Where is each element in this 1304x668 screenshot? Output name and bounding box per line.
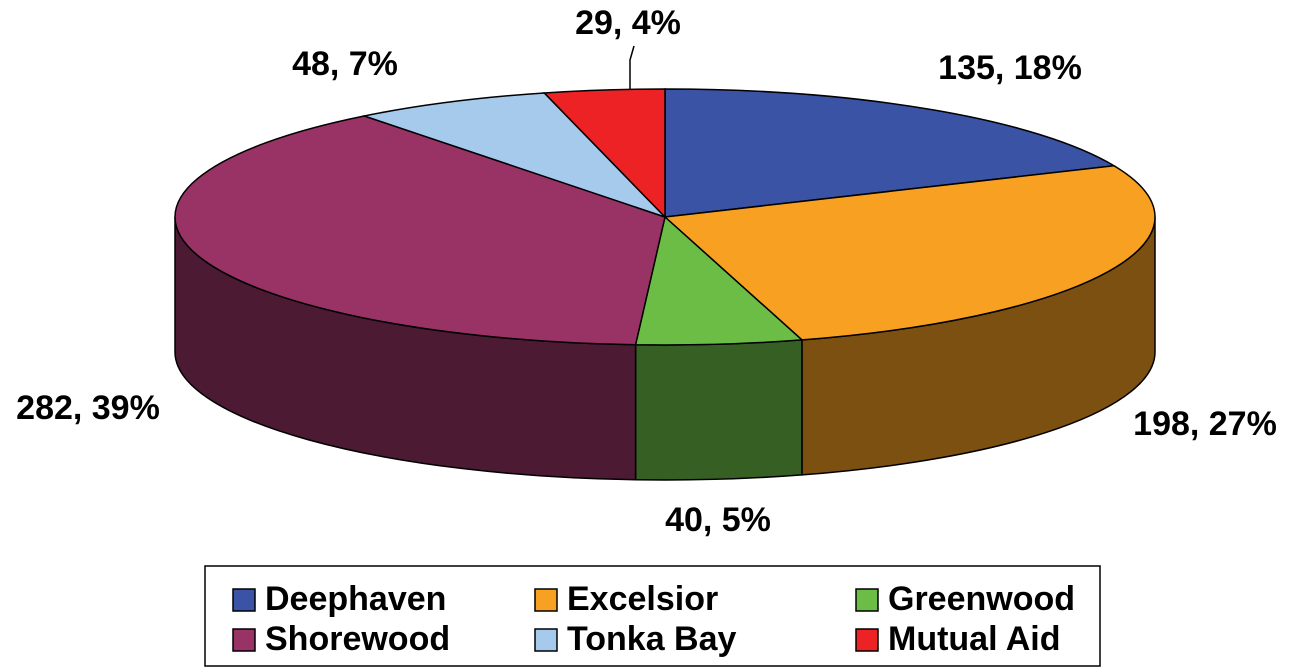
pie-slice <box>663 164 1156 341</box>
legend-swatch <box>534 588 558 612</box>
legend-swatch <box>855 588 879 612</box>
legend-swatch <box>534 628 558 652</box>
legend-swatch <box>232 628 256 652</box>
legend-label: Mutual Aid <box>888 620 1061 658</box>
legend-label: Tonka Bay <box>567 620 737 658</box>
data-label: 29, 4% <box>575 4 681 42</box>
data-label: 40, 5% <box>665 501 771 539</box>
data-label: 48, 7% <box>292 45 398 83</box>
pie <box>174 88 1156 481</box>
legend-label: Greenwood <box>888 580 1075 618</box>
pie-slice <box>174 115 666 346</box>
leader-line <box>629 45 635 92</box>
pie-side <box>634 339 803 481</box>
legend-label: Deephaven <box>265 580 446 618</box>
data-label: 198, 27% <box>1133 405 1277 443</box>
legend-label: Shorewood <box>265 620 450 658</box>
pie-slice <box>542 88 666 219</box>
data-label: 135, 18% <box>938 49 1082 87</box>
legend-label: Excelsior <box>567 580 718 618</box>
legend-box <box>204 565 1101 667</box>
data-label: 282, 39% <box>16 389 160 427</box>
pie-slice <box>634 215 804 346</box>
pie-slice <box>664 88 1117 218</box>
pie-slice <box>361 92 666 218</box>
legend-swatch <box>855 628 879 652</box>
legend-swatch <box>232 588 256 612</box>
